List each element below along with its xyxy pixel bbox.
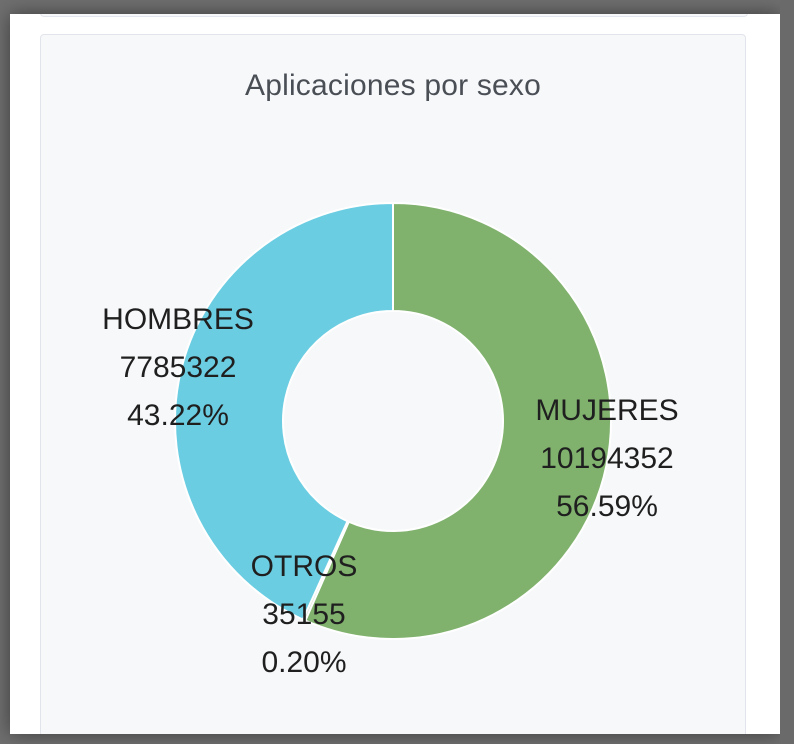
slice-percent-hombres: 43.22% — [127, 399, 229, 432]
slice-value-mujeres: 10194352 — [540, 442, 673, 475]
slice-label-mujeres: MUJERES — [535, 394, 678, 427]
chart-title: Aplicaciones por sexo — [244, 69, 542, 102]
backdrop-edge — [780, 0, 794, 744]
slice-percent-otros: 0.20% — [261, 646, 346, 679]
slice-mujeres[interactable] — [303, 201, 612, 640]
slice-value-otros: 35155 — [262, 598, 345, 631]
slice-value-hombres: 7785322 — [120, 351, 237, 384]
slice-label-otros: OTROS — [251, 550, 358, 583]
slice-hombres[interactable] — [174, 201, 394, 621]
slice-percent-mujeres: 56.59% — [556, 490, 658, 523]
slice-label-hombres: HOMBRES — [102, 303, 254, 336]
